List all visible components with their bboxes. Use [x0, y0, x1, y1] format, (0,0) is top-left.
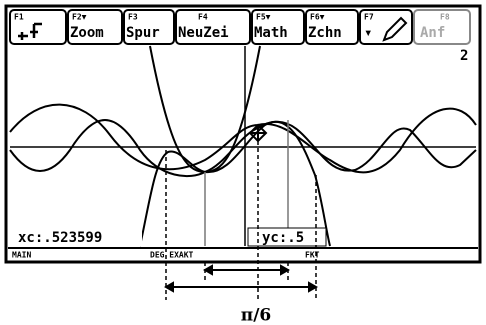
key-label: F7 [364, 13, 374, 22]
toolbar: F1 F2▼ Zoom F3 Spur F4 NeuZei F5▼ Math F… [10, 10, 470, 44]
key-label: F2▼ [72, 13, 87, 22]
x-readout: xc:.523599 [18, 230, 102, 246]
status-folder: MAIN [12, 251, 31, 260]
annotation: π/6 [241, 306, 271, 325]
button-label: Zchn [308, 25, 342, 41]
button-label: Zoom [70, 25, 104, 41]
dimension-arrows [166, 266, 316, 291]
button-label: Spur [126, 25, 160, 41]
key-label: F1 [14, 13, 24, 22]
key-label: F4 [198, 13, 208, 22]
button-label: Anf [420, 25, 445, 41]
key-label: F6▼ [310, 13, 325, 22]
dropdown-mark: ▾ [364, 25, 372, 41]
key-label: F5▼ [256, 13, 271, 22]
button-label: Math [254, 25, 288, 41]
y-readout: yc:.5 [262, 230, 304, 246]
button-label: NeuZei [178, 25, 229, 41]
status-mode: DEG EXAKT [150, 251, 194, 260]
status-graph: FKT [305, 251, 320, 260]
graph-number: 2 [460, 48, 468, 64]
screenshot: F1 F2▼ Zoom F3 Spur F4 NeuZei F5▼ Math F… [0, 0, 486, 325]
key-label: F3 [128, 13, 138, 22]
key-label: F8 [440, 13, 450, 22]
